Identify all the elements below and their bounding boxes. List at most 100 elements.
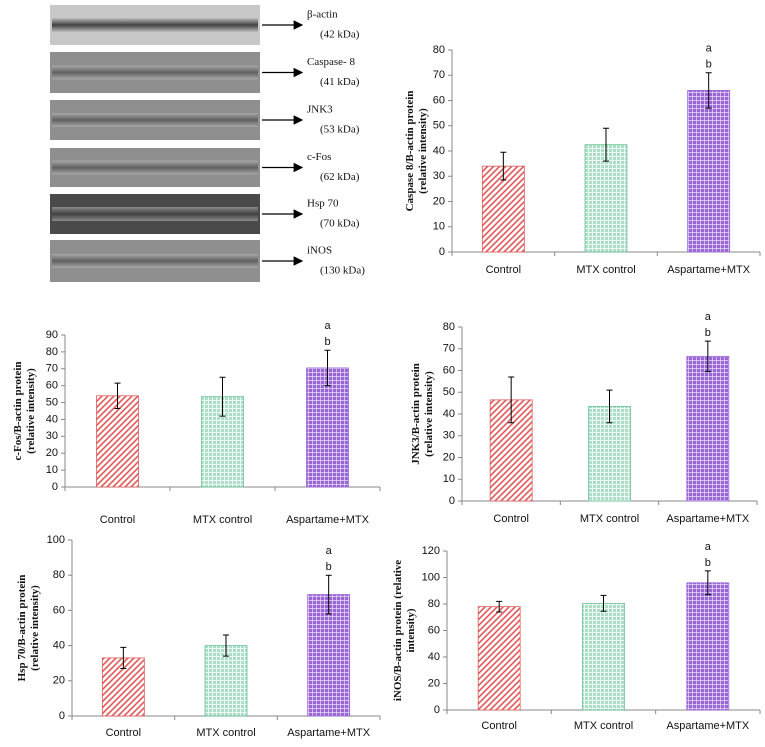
- blot-band: [52, 254, 258, 268]
- y-tick-label: 20: [443, 451, 455, 463]
- error-bar: [508, 376, 515, 424]
- y-tick-label: 0: [434, 704, 440, 716]
- error-bar: [120, 646, 127, 669]
- bar: [582, 602, 625, 711]
- error-bar: [219, 376, 226, 417]
- error-bar: [324, 349, 331, 387]
- x-tick-label: Control: [493, 513, 528, 525]
- y-tick-label: 80: [428, 598, 440, 610]
- y-tick-label: 70: [443, 343, 455, 355]
- y-tick-label: 70: [433, 69, 445, 81]
- y-tick-label: 10: [433, 221, 445, 233]
- blot-band: [52, 160, 258, 175]
- blot-name: β-actin: [307, 9, 338, 21]
- y-tick-label: 20: [53, 675, 65, 687]
- y-tick-label: 0: [439, 246, 445, 258]
- error-bar: [603, 127, 609, 162]
- y-tick-label: 30: [443, 430, 455, 442]
- y-axis-label: c-Fos/B-actin protein(relative intensity…: [12, 361, 37, 460]
- significance-label: a: [705, 311, 712, 323]
- bar: [584, 144, 628, 253]
- y-axis-label-line: iNOS/B-actin protein (relative: [392, 560, 404, 701]
- y-tick-label: 80: [53, 569, 65, 581]
- x-tick-label: Aspartame+MTX: [666, 720, 749, 732]
- error-bar: [704, 340, 711, 373]
- y-tick-label: 60: [433, 94, 445, 106]
- significance-label: a: [705, 541, 712, 553]
- x-tick-label: Aspartame+MTX: [286, 514, 369, 526]
- x-tick-label: MTX control: [193, 514, 252, 526]
- y-tick-label: 90: [46, 329, 58, 341]
- blot-size: (53 kDa): [320, 124, 360, 136]
- y-tick-label: 40: [433, 145, 445, 157]
- bar: [307, 594, 351, 717]
- error-bar: [600, 594, 607, 612]
- x-tick-label: MTX control: [196, 727, 255, 739]
- blot-name: Caspase- 8: [307, 56, 355, 68]
- y-tick-label: 10: [443, 473, 455, 485]
- y-axis-label-line: Hsp 70/B-actin protein: [16, 575, 28, 682]
- blot-name: Hsp 70: [307, 198, 339, 210]
- blot-band: [52, 18, 258, 32]
- significance-label: b: [324, 336, 330, 348]
- y-tick-label: 40: [443, 408, 455, 420]
- y-tick-label: 80: [46, 346, 58, 358]
- blot-band: [52, 65, 258, 80]
- y-tick-label: 70: [46, 363, 58, 375]
- blot-size: (70 kDa): [320, 218, 360, 230]
- y-tick-label: 80: [443, 321, 455, 333]
- y-tick-label: 100: [422, 571, 440, 583]
- y-tick-label: 80: [433, 44, 445, 56]
- y-tick-label: 40: [53, 640, 65, 652]
- blot-band: [52, 113, 258, 127]
- significance-label: a: [706, 43, 713, 55]
- bar: [306, 367, 349, 488]
- blot-size: (130 kDa): [320, 265, 365, 277]
- y-axis-label: JNK3/B-actin protein(relative intensity): [410, 363, 435, 465]
- error-bar: [496, 600, 503, 613]
- x-tick-label: Control: [486, 264, 521, 276]
- y-tick-label: 0: [52, 481, 58, 493]
- y-axis-label-line: (relative intensity): [423, 371, 435, 457]
- y-tick-label: 40: [428, 651, 440, 663]
- error-bar: [223, 634, 229, 657]
- significance-label: b: [706, 59, 712, 71]
- blot-size: (42 kDa): [320, 29, 360, 41]
- y-tick-label: 60: [443, 364, 455, 376]
- error-bar: [704, 570, 711, 596]
- y-tick-label: 0: [449, 495, 455, 507]
- significance-label: b: [705, 327, 711, 339]
- significance-label: a: [326, 545, 333, 557]
- y-tick-label: 30: [433, 170, 445, 182]
- x-tick-label: MTX control: [574, 720, 633, 732]
- bar: [686, 355, 730, 502]
- y-axis-label-line: intensity): [405, 608, 417, 652]
- blot-band: [52, 207, 258, 221]
- x-tick-label: Control: [100, 514, 135, 526]
- x-tick-label: Aspartame+MTX: [666, 513, 749, 525]
- y-axis-label-line: Caspase 8/B-actin protein: [404, 91, 416, 212]
- x-tick-label: Aspartame+MTX: [667, 264, 750, 276]
- y-tick-label: 50: [46, 396, 58, 408]
- y-axis-label-line: JNK3/B-actin protein: [410, 363, 422, 465]
- y-axis-label: iNOS/B-actin protein (relativeintensity): [392, 560, 417, 701]
- error-bar: [325, 574, 332, 615]
- y-tick-label: 30: [46, 430, 58, 442]
- bar: [686, 582, 730, 711]
- y-axis-label-line: (relative intensity): [29, 585, 41, 671]
- bar: [477, 606, 521, 711]
- y-tick-label: 0: [59, 710, 65, 722]
- blot-size: (41 kDa): [320, 76, 360, 88]
- error-bar: [705, 72, 712, 109]
- error-bar: [114, 382, 121, 409]
- significance-label: b: [326, 561, 332, 573]
- y-tick-label: 100: [47, 534, 65, 546]
- y-axis-label-line: c-Fos/B-actin protein: [12, 361, 24, 460]
- y-tick-label: 40: [46, 413, 58, 425]
- x-tick-label: MTX control: [576, 264, 635, 276]
- y-tick-label: 60: [428, 624, 440, 636]
- y-axis-label: Caspase 8/B-actin protein(relative inten…: [404, 91, 429, 212]
- y-tick-label: 60: [46, 380, 58, 392]
- y-tick-label: 20: [46, 447, 58, 459]
